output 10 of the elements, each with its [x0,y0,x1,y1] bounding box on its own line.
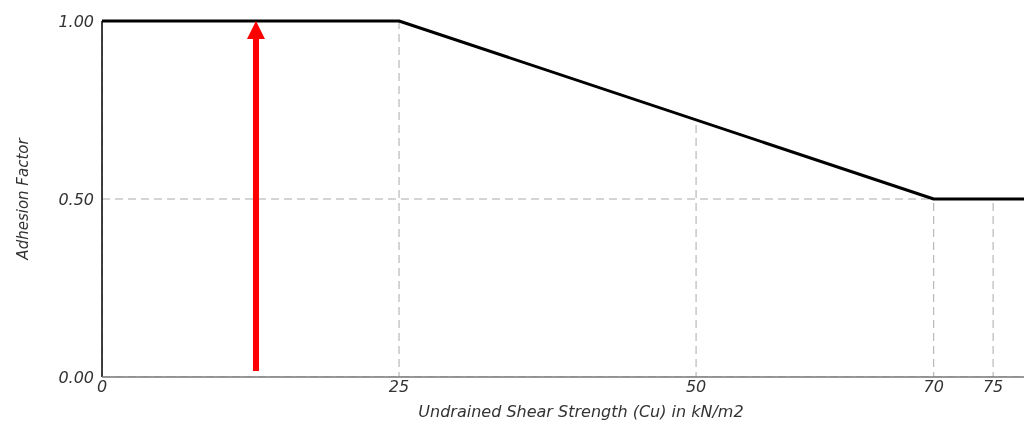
x-tick-label: 70 [923,377,944,396]
y-tick-label: 1.00 [58,11,94,31]
y-tick-label: 0.00 [58,367,94,387]
x-axis-title: Undrained Shear Strength (Cu) in kN/m2 [418,402,744,421]
x-tick-label: 75 [982,377,1004,396]
x-tick-label: 0 [96,377,108,396]
x-tick-label: 50 [685,377,707,396]
x-tick-label: 25 [388,377,410,396]
y-axis-title: Adhesion Factor [14,137,32,261]
y-tick-label: 0.50 [58,189,94,209]
